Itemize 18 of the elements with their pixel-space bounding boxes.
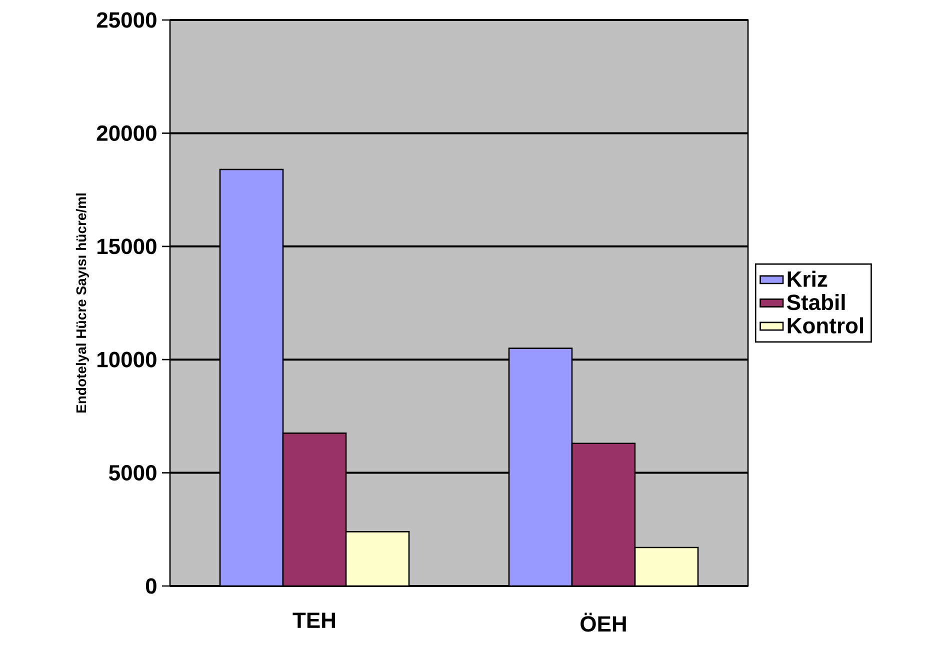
- y-tick-label: 25000: [96, 12, 156, 28]
- y-tick-label: 20000: [96, 125, 156, 141]
- bar: [219, 168, 284, 586]
- y-tick-label: 15000: [97, 238, 156, 254]
- bar: [634, 546, 699, 586]
- x-tick-label: ÖEH: [580, 612, 626, 632]
- y-tick-label: 0: [146, 578, 156, 594]
- legend-label: Stabil: [786, 294, 845, 310]
- bar: [571, 442, 636, 586]
- y-tick-label: 10000: [97, 352, 156, 368]
- bar: [282, 432, 347, 586]
- legend-label: Kriz: [788, 270, 828, 287]
- y-axis-title: Endotelyal Hücre Sayısı hücre/ml: [76, 194, 89, 413]
- x-tick-label: TEH: [292, 612, 336, 628]
- bar: [345, 530, 410, 586]
- bar: [508, 348, 573, 586]
- y-tick-label: 5000: [109, 465, 156, 481]
- legend-label: Kontrol: [788, 317, 864, 334]
